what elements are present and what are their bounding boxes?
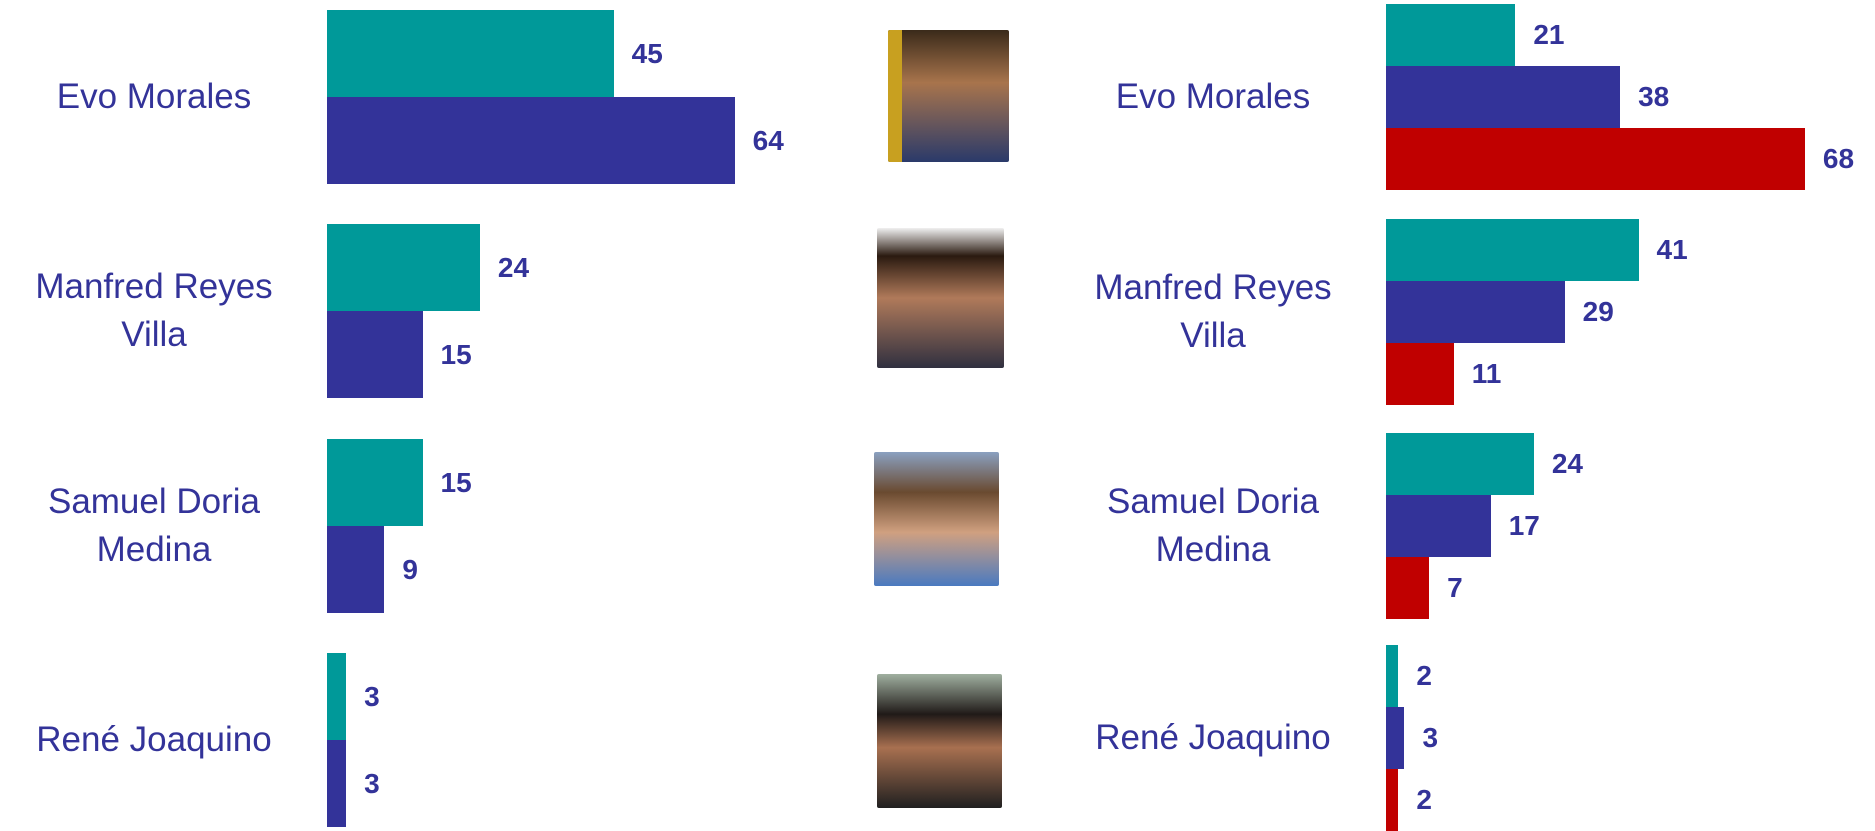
bar <box>327 740 346 827</box>
photo <box>877 228 1004 368</box>
category-label: Manfred Reyes Villa <box>4 263 304 359</box>
bar <box>1386 128 1805 190</box>
bar <box>327 10 614 97</box>
value-label: 11 <box>1472 358 1502 390</box>
value-label: 68 <box>1823 143 1854 175</box>
value-label: 24 <box>1552 448 1583 480</box>
bar <box>1386 281 1565 343</box>
category-label: René Joaquino <box>4 716 304 764</box>
category-label: Evo Morales <box>4 73 304 121</box>
value-label: 2 <box>1416 784 1432 816</box>
photo <box>874 452 999 586</box>
bar <box>327 653 346 740</box>
category-label: Manfred Reyes Villa <box>1063 264 1363 360</box>
value-label: 38 <box>1638 81 1669 113</box>
value-label: 7 <box>1447 572 1463 604</box>
value-label: 15 <box>441 467 472 499</box>
bar <box>327 526 384 613</box>
bar <box>327 311 423 398</box>
bar <box>1386 343 1454 405</box>
photo <box>877 674 1002 808</box>
bar <box>327 224 480 311</box>
value-label: 29 <box>1583 296 1614 328</box>
value-label: 15 <box>441 339 472 371</box>
photo <box>888 30 1009 162</box>
value-label: 3 <box>1422 722 1438 754</box>
bar <box>1386 495 1491 557</box>
value-label: 64 <box>753 125 784 157</box>
value-label: 21 <box>1533 19 1564 51</box>
page: (() => { const data = JSON.parse(documen… <box>0 0 1875 827</box>
bar <box>1386 433 1534 495</box>
bar <box>1386 219 1639 281</box>
value-label: 3 <box>364 681 380 713</box>
value-label: 9 <box>402 554 418 586</box>
value-label: 24 <box>498 252 529 284</box>
bar <box>1386 66 1620 128</box>
category-label: Samuel Doria Medina <box>4 478 304 574</box>
category-label: René Joaquino <box>1063 714 1363 762</box>
value-label: 2 <box>1416 660 1432 692</box>
value-label: 41 <box>1657 234 1688 266</box>
bar <box>327 439 423 526</box>
bar <box>1386 645 1398 707</box>
category-label: Samuel Doria Medina <box>1063 478 1363 574</box>
value-label: 45 <box>632 38 663 70</box>
bar <box>1386 4 1515 66</box>
value-label: 3 <box>364 768 380 800</box>
value-label: 17 <box>1509 510 1540 542</box>
category-label: Evo Morales <box>1063 73 1363 121</box>
bar <box>1386 557 1429 619</box>
bar <box>327 97 735 184</box>
bar <box>1386 769 1398 831</box>
bar <box>1386 707 1404 769</box>
